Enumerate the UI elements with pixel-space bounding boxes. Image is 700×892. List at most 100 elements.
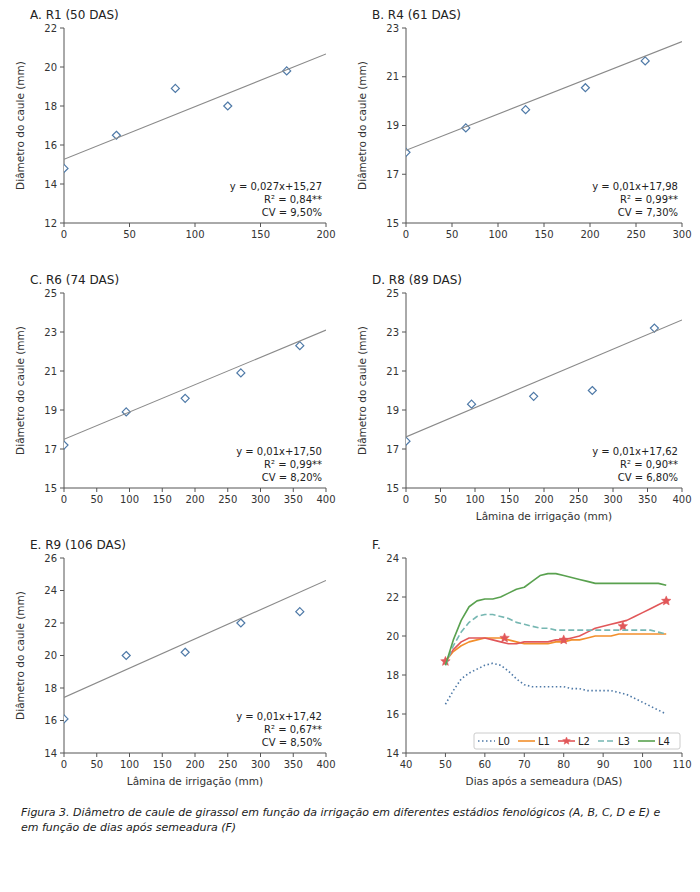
y-tick xyxy=(60,720,64,721)
y-tick-label: 24 xyxy=(44,585,57,596)
x-tick-label: 50 xyxy=(446,229,459,240)
y-tick xyxy=(402,28,406,29)
plot-area xyxy=(406,42,682,157)
line xyxy=(64,330,326,439)
x-tick xyxy=(590,223,591,227)
panel: 405060708090100110141618202224F.Dias apó… xyxy=(372,538,692,787)
x-tick xyxy=(195,223,196,227)
x-tick xyxy=(293,488,294,492)
x-tick xyxy=(260,488,261,492)
x-tick xyxy=(603,753,604,757)
annotation: R² = 0,67** xyxy=(264,724,322,735)
annotation: R² = 0,99** xyxy=(620,194,678,205)
y-tick-label: 19 xyxy=(44,405,57,416)
x-tick xyxy=(326,488,327,492)
annotation: y = 0,01x+17,50 xyxy=(236,446,322,457)
x-tick-label: 150 xyxy=(153,759,172,770)
annotation: y = 0,01x+17,98 xyxy=(592,181,678,192)
x-tick-label: 250 xyxy=(569,494,588,505)
panel: 0501001502002503001517192123B. R4 (61 DA… xyxy=(356,8,692,240)
point xyxy=(522,106,530,114)
annotation: R² = 0,84** xyxy=(264,194,322,205)
y-axis-label: Diâmetro do caule (mm) xyxy=(356,61,368,190)
x-tick-label: 90 xyxy=(597,759,610,770)
x-tick xyxy=(682,753,683,757)
x-tick-label: 50 xyxy=(90,494,103,505)
x-tick-label: 80 xyxy=(557,759,570,770)
annotation: R² = 0,99** xyxy=(264,459,322,470)
x-tick-label: 250 xyxy=(218,759,237,770)
x-tick xyxy=(578,488,579,492)
y-tick xyxy=(60,184,64,185)
y-axis-line xyxy=(64,293,65,488)
annotation: y = 0,01x+17,42 xyxy=(236,711,322,722)
x-tick-label: 60 xyxy=(478,759,491,770)
x-tick xyxy=(195,488,196,492)
y-tick-label: 16 xyxy=(44,715,57,726)
plot-area xyxy=(64,330,326,449)
y-tick-label: 22 xyxy=(386,592,399,603)
y-tick-label: 17 xyxy=(386,169,399,180)
y-tick xyxy=(60,67,64,68)
x-tick-label: 150 xyxy=(153,494,172,505)
x-tick xyxy=(129,753,130,757)
x-tick-label: 50 xyxy=(123,229,136,240)
x-tick-label: 150 xyxy=(251,229,270,240)
legend-label: L2 xyxy=(578,736,590,747)
x-tick-label: 100 xyxy=(120,759,139,770)
x-tick xyxy=(227,488,228,492)
y-tick xyxy=(402,174,406,175)
point xyxy=(181,648,189,656)
annotation: R² = 0,90** xyxy=(620,459,678,470)
y-tick-label: 12 xyxy=(44,218,57,229)
point xyxy=(64,441,68,449)
point xyxy=(237,369,245,377)
y-tick-label: 22 xyxy=(44,618,57,629)
y-tick xyxy=(402,488,406,489)
marker xyxy=(559,635,569,644)
y-tick xyxy=(402,332,406,333)
point xyxy=(641,57,649,65)
line xyxy=(64,580,326,697)
y-tick-label: 20 xyxy=(44,62,57,73)
y-tick-label: 23 xyxy=(386,327,399,338)
point xyxy=(581,84,589,92)
x-tick xyxy=(64,488,65,492)
x-tick-label: 300 xyxy=(251,494,270,505)
panel-title: C. R6 (74 DAS) xyxy=(30,273,119,287)
x-axis-label: Dias após a semeadura (DAS) xyxy=(466,775,623,787)
x-tick-label: 0 xyxy=(61,229,67,240)
x-tick-label: 200 xyxy=(534,494,553,505)
y-axis-line xyxy=(406,293,407,488)
y-tick xyxy=(60,410,64,411)
x-tick xyxy=(195,753,196,757)
marker xyxy=(661,596,671,605)
y-tick xyxy=(60,623,64,624)
y-tick-label: 19 xyxy=(386,120,399,131)
y-tick xyxy=(402,125,406,126)
y-tick xyxy=(60,293,64,294)
y-tick xyxy=(402,675,406,676)
x-tick xyxy=(129,488,130,492)
y-axis-label: Diâmetro do caule (mm) xyxy=(14,61,26,190)
y-tick xyxy=(402,449,406,450)
x-tick-label: 70 xyxy=(518,759,531,770)
point xyxy=(224,102,232,110)
x-tick xyxy=(129,223,130,227)
y-tick-label: 14 xyxy=(44,179,57,190)
x-axis-line xyxy=(406,753,682,754)
panel: 05010015020025030035040014161820222426E.… xyxy=(14,538,336,787)
y-tick-label: 16 xyxy=(44,140,57,151)
x-tick-label: 200 xyxy=(185,494,204,505)
x-tick-label: 100 xyxy=(185,229,204,240)
x-axis-label: Lâmina de irrigação (mm) xyxy=(476,510,612,522)
y-axis-label: Diâmetro do caule (mm) xyxy=(14,326,26,455)
x-tick xyxy=(642,753,643,757)
y-tick xyxy=(60,753,64,754)
x-tick-label: 400 xyxy=(672,494,691,505)
y-axis-line xyxy=(406,558,407,753)
legend-swatch xyxy=(478,740,495,742)
y-tick xyxy=(60,28,64,29)
x-tick-label: 100 xyxy=(488,229,507,240)
x-tick-label: 50 xyxy=(90,759,103,770)
